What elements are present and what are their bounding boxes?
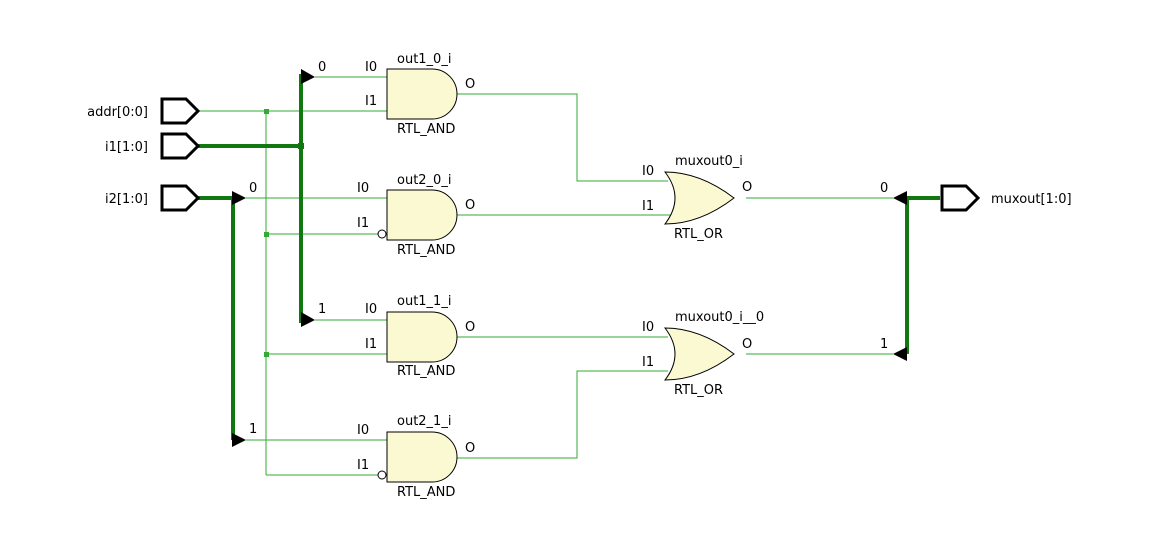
bus-i2[interactable] xyxy=(198,196,235,440)
gate-pin-o: O xyxy=(465,441,475,456)
inverter-bubble-icon xyxy=(377,229,387,239)
output-port-muxout[interactable]: muxout[1:0] xyxy=(940,184,1072,212)
gate-pin-o: O xyxy=(742,337,752,352)
ripper-muxout-bit0[interactable] xyxy=(893,191,907,205)
tap-label-i2-bit1: 1 xyxy=(249,422,257,437)
buses xyxy=(198,74,940,440)
gate-type: RTL_OR xyxy=(674,227,723,242)
input-port-addr[interactable]: addr[0:0] xyxy=(87,97,201,125)
input-port-i1[interactable]: i1[1:0] xyxy=(105,132,201,160)
gate-pin-i1: I1 xyxy=(365,337,377,352)
gate-pin-i1: I1 xyxy=(642,355,654,370)
gate-instance-name: muxout0_i__0 xyxy=(675,310,764,325)
port-label-i1: i1[1:0] xyxy=(105,140,148,155)
junction-dot xyxy=(264,109,269,114)
port-label-muxout: muxout[1:0] xyxy=(991,192,1072,207)
and-gate-icon xyxy=(386,189,458,241)
gate-pin-i0: I0 xyxy=(365,60,377,75)
gate-pin-o: O xyxy=(742,180,752,195)
gate-pin-i1: I1 xyxy=(365,94,377,109)
ripper-i1-bit1[interactable] xyxy=(301,312,315,327)
or-gate-icon xyxy=(663,327,735,381)
gate-pin-i0: I0 xyxy=(357,181,369,196)
gate-type: RTL_AND xyxy=(397,243,455,258)
port-arrow-icon xyxy=(160,184,201,212)
gate-pin-i0: I0 xyxy=(642,164,654,179)
gate-type: RTL_OR xyxy=(674,383,723,398)
gate-pin-i1: I1 xyxy=(357,458,369,473)
input-port-i2[interactable]: i2[1:0] xyxy=(105,184,201,212)
port-arrow-icon xyxy=(160,97,201,125)
tap-label-i1-bit1: 1 xyxy=(318,302,326,317)
gate-instance-name: out1_0_i xyxy=(397,52,451,67)
gate-type: RTL_AND xyxy=(397,122,455,137)
tap-label-i2-bit0: 0 xyxy=(249,181,257,196)
gate-instance-name: muxout0_i xyxy=(675,154,743,169)
gate-instance-name: out2_1_i xyxy=(397,414,451,429)
bus-junction xyxy=(298,143,304,149)
port-label-i2: i2[1:0] xyxy=(105,192,148,207)
and-gate-icon xyxy=(386,431,458,483)
tap-label-muxout-bit0: 0 xyxy=(880,181,888,196)
wire-addr[interactable] xyxy=(198,110,387,476)
or-gate-mux0[interactable]: muxout0_i I0 I1 O RTL_OR xyxy=(642,154,752,242)
wire-out2-1[interactable] xyxy=(457,370,668,459)
gate-pin-i1: I1 xyxy=(642,199,654,214)
junction-dot xyxy=(264,352,269,357)
or-gate-icon xyxy=(663,171,735,225)
port-arrow-icon xyxy=(940,184,981,212)
tap-label-muxout-bit1: 1 xyxy=(880,337,888,352)
gate-pin-o: O xyxy=(465,198,475,213)
gate-pin-i0: I0 xyxy=(642,320,654,335)
inverter-bubble-icon xyxy=(377,470,387,480)
gate-type: RTL_AND xyxy=(397,485,455,500)
tap-label-i1-bit0: 0 xyxy=(318,60,326,75)
and-gate-out2-0[interactable]: out2_0_i I0 I1 O RTL_AND xyxy=(357,173,475,258)
signal-wires xyxy=(198,76,893,476)
bus-muxout[interactable] xyxy=(905,196,940,354)
bus-tap-labels: 0 1 0 1 0 1 xyxy=(249,60,888,437)
gate-pin-i1: I1 xyxy=(357,216,369,231)
gate-pin-o: O xyxy=(465,77,475,92)
ripper-i1-bit0[interactable] xyxy=(301,69,315,84)
and-gate-icon xyxy=(386,311,458,363)
ripper-muxout-bit1[interactable] xyxy=(893,347,907,361)
and-gate-icon xyxy=(386,68,458,120)
and-gate-out1-0[interactable]: out1_0_i I0 I1 O RTL_AND xyxy=(365,52,475,137)
or-gate-mux1[interactable]: muxout0_i__0 I0 I1 O RTL_OR xyxy=(642,310,764,398)
gate-pin-i0: I0 xyxy=(357,423,369,438)
gate-pin-o: O xyxy=(465,320,475,335)
port-label-addr: addr[0:0] xyxy=(87,105,148,120)
bus-i1[interactable] xyxy=(198,74,303,323)
wire-out1-0[interactable] xyxy=(457,93,668,182)
and-gate-out1-1[interactable]: out1_1_i I0 I1 O RTL_AND xyxy=(365,294,475,379)
bus-rippers xyxy=(232,69,907,447)
gate-pin-i0: I0 xyxy=(365,302,377,317)
gate-instance-name: out2_0_i xyxy=(397,173,451,188)
gate-instance-name: out1_1_i xyxy=(397,294,451,309)
junction-dot xyxy=(264,232,269,237)
ripper-i2-bit0[interactable] xyxy=(232,191,246,205)
port-arrow-icon xyxy=(160,132,201,160)
and-gate-out2-1[interactable]: out2_1_i I0 I1 O RTL_AND xyxy=(357,414,475,500)
gate-type: RTL_AND xyxy=(397,364,455,379)
junction-dots xyxy=(264,109,269,357)
ripper-i2-bit1[interactable] xyxy=(232,433,246,447)
